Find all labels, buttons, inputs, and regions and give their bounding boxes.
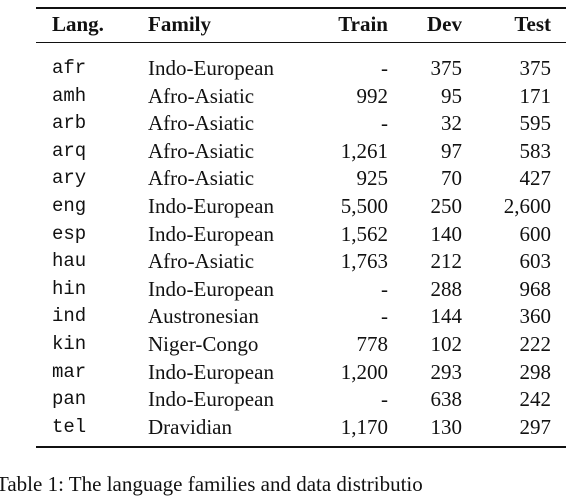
table-cell: 638 [430,387,463,412]
table-cell: 968 [519,276,552,301]
table-cell: mar [52,360,87,383]
table-cell: eng [52,195,87,217]
table-cell: 250 [430,194,463,218]
table-cell: 32 [441,111,462,136]
table-cell: 600 [519,221,552,246]
table-cell: 778 [356,332,389,356]
table-cell: 97 [441,138,462,163]
table-cell: 375 [430,56,463,80]
table-cell: 102 [430,332,463,356]
header-cell: Lang. [52,12,104,36]
table-cell: 171 [519,83,552,108]
table-cell: - [381,56,388,80]
table-cell: pan [52,388,87,411]
mid-rule [36,42,566,43]
table-cell: Afro-Asiatic [148,111,255,136]
table-cell: Dravidian [148,414,232,439]
table-cell: Afro-Asiatic [148,83,255,108]
table-cell: 1,200 [340,359,388,384]
table-cell: hau [52,250,87,273]
table-cell: arq [52,139,87,162]
table-cell: Indo-European [148,221,274,246]
bottom-rule [36,446,566,448]
table-cell: - [381,387,388,412]
table-cell: 5,500 [340,194,388,218]
table-cell: 293 [430,359,463,384]
table-cell: 595 [519,111,552,136]
table-cell: tel [52,415,87,438]
table-cell: - [381,304,388,329]
table-cell: 1,170 [340,414,388,439]
table-cell: 2,600 [503,194,551,218]
header-cell: Test [514,12,551,36]
table-cell: 298 [519,359,552,384]
table-cell: Afro-Asiatic [148,166,255,191]
table-cell: Austronesian [148,304,259,329]
table-cell: 222 [519,332,552,356]
table-cell: 360 [519,304,552,329]
table-cell: 140 [430,221,463,246]
table-cell: 925 [356,166,389,191]
table-cell: 1,261 [340,138,388,163]
header-cell: Family [148,12,211,36]
caption: Table 1: The language families and data … [0,472,423,496]
table-cell: 297 [519,414,552,439]
table-cell: - [381,111,388,136]
header-cell: Train [338,12,388,36]
table-cell: 583 [519,138,552,163]
table-cell: ind [52,305,87,328]
table-cell: 288 [430,276,463,301]
table-cell: 427 [519,166,552,191]
table-cell: esp [52,222,87,245]
table-cell: 70 [441,166,462,191]
table-cell: hin [52,277,87,300]
table-cell: afr [52,57,87,79]
table-cell: Afro-Asiatic [148,249,255,274]
table-cell: Afro-Asiatic [148,138,255,163]
table-cell: 375 [519,56,552,80]
table-cell: 130 [430,414,463,439]
top-rule [36,7,566,9]
table-cell: 144 [430,304,463,329]
page: Lang. Family Train Dev Test afr Indo-European -… [0,7,566,496]
table-cell: Indo-European [148,194,274,218]
table-cell: amh [52,84,87,107]
table-cell: Indo-European [148,359,274,384]
table-cell: 212 [430,249,463,274]
table-cell: 992 [356,83,389,108]
header-cell: Dev [427,12,462,36]
table-cell: 1,562 [340,221,388,246]
table-cell: 1,763 [340,249,388,274]
table-cell: Indo-European [148,56,274,80]
table-cell: 242 [519,387,552,412]
table-cell: kin [52,333,87,355]
table-cell: 603 [519,249,552,274]
table-cell: arb [52,112,87,135]
table-cell: ary [52,167,87,190]
table-cell: Niger-Congo [148,332,259,356]
table-cell: - [381,276,388,301]
table-cell: Indo-European [148,387,274,412]
table-cell: 95 [441,83,462,108]
table-cell: Indo-European [148,276,274,301]
